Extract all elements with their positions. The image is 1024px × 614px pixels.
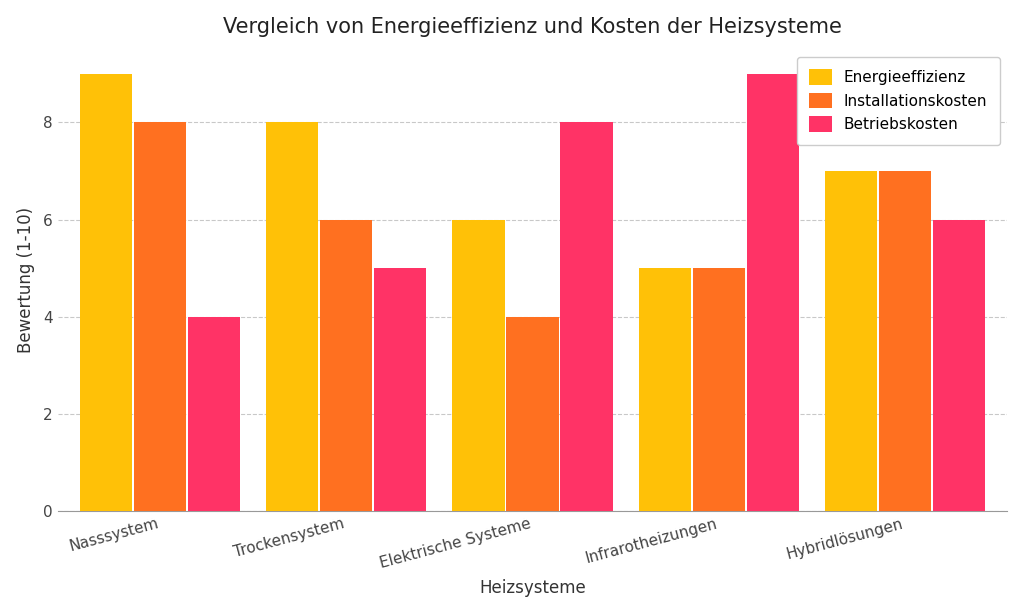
Bar bbox=[507, 317, 558, 511]
Bar bbox=[374, 268, 426, 511]
Bar bbox=[266, 122, 318, 511]
Bar bbox=[188, 317, 240, 511]
Bar bbox=[321, 220, 373, 511]
Bar bbox=[453, 220, 505, 511]
Bar bbox=[639, 268, 691, 511]
Y-axis label: Bewertung (1-10): Bewertung (1-10) bbox=[16, 208, 35, 354]
Bar bbox=[560, 122, 612, 511]
Bar bbox=[933, 220, 985, 511]
Bar bbox=[746, 74, 799, 511]
X-axis label: Heizsysteme: Heizsysteme bbox=[479, 580, 586, 597]
Bar bbox=[825, 171, 877, 511]
Legend: Energieeffizienz, Installationskosten, Betriebskosten: Energieeffizienz, Installationskosten, B… bbox=[797, 57, 999, 145]
Bar bbox=[80, 74, 132, 511]
Bar bbox=[879, 171, 931, 511]
Bar bbox=[692, 268, 744, 511]
Bar bbox=[134, 122, 186, 511]
Title: Vergleich von Energieeffizienz und Kosten der Heizsysteme: Vergleich von Energieeffizienz und Koste… bbox=[223, 17, 842, 37]
